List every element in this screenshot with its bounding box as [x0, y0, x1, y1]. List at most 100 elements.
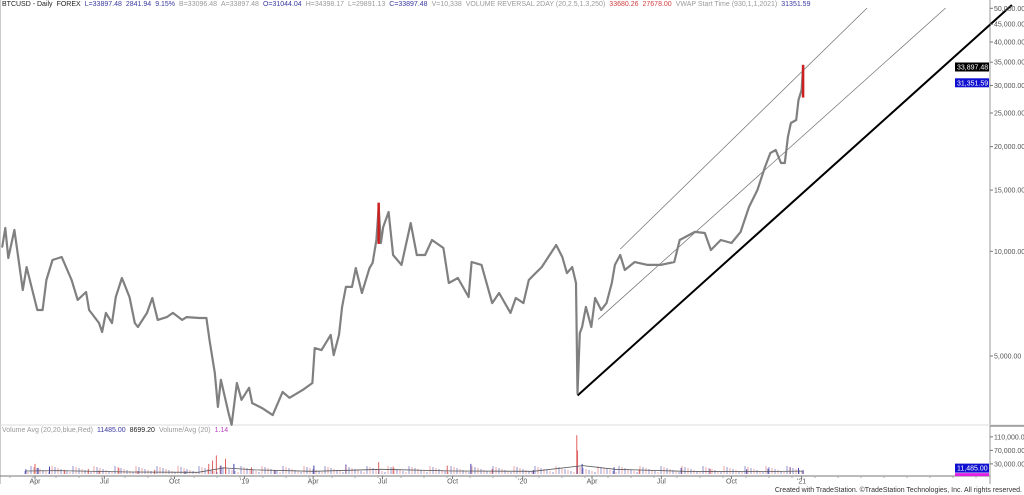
price-point — [774, 149, 777, 151]
trendline-support[interactable] — [576, 4, 1013, 397]
price-point — [565, 272, 568, 274]
indicator-volume-reversal[interactable]: VOLUME REVERSAL 2DAY (20,2.5,1.3,250) — [465, 1, 606, 8]
price-tick-label: 30,000.00 — [994, 83, 1024, 90]
last-volume-tag: 11,485.00 — [957, 466, 988, 473]
price-point — [70, 279, 73, 281]
volume-value: 11485.00 — [96, 427, 126, 434]
trendline-channel-middle[interactable] — [597, 7, 946, 320]
price-point — [659, 264, 662, 266]
price-point — [646, 264, 649, 266]
price-point — [375, 239, 378, 241]
net-change: 2841.94 — [125, 1, 152, 8]
trendline-channel-upper[interactable] — [619, 7, 868, 250]
price-point — [786, 136, 789, 138]
price-point — [371, 262, 374, 264]
price-point — [311, 382, 314, 384]
price-point — [240, 398, 243, 401]
price-point — [281, 391, 284, 393]
price-point — [797, 99, 800, 101]
price-point — [21, 289, 24, 291]
price-point — [783, 162, 786, 164]
time-tick-label: Apr — [587, 479, 599, 486]
price-point — [514, 297, 517, 299]
price-point — [409, 222, 412, 224]
price-point — [790, 122, 792, 124]
price-tick-label: 35,000.00 — [994, 60, 1024, 67]
price-point — [392, 254, 395, 256]
time-tick-label: '21 — [797, 479, 806, 486]
price-point — [470, 261, 473, 263]
time-tick-label: Apr — [30, 479, 42, 486]
price-point — [431, 239, 433, 241]
price-point — [329, 333, 332, 336]
price-point — [709, 249, 712, 251]
high: H=34398.17 — [305, 1, 345, 8]
price-point — [360, 292, 363, 294]
price-point — [400, 264, 403, 266]
bid: B=33096.48 — [179, 1, 217, 8]
time-tick-label: Oct — [447, 479, 458, 486]
price-tick-label: 15,000.00 — [994, 188, 1024, 195]
price-point — [25, 266, 28, 268]
time-tick-label: Apr — [308, 479, 320, 486]
price-point — [555, 244, 558, 246]
volume-average-line — [25, 465, 804, 473]
price-point — [673, 261, 676, 263]
price-point — [351, 286, 353, 288]
price-point — [338, 333, 340, 336]
symbol-title[interactable]: BTCUSD - Daily — [2, 1, 53, 8]
price-point — [387, 211, 390, 213]
ask: A=33897.48 — [221, 1, 259, 8]
price-point — [498, 292, 500, 294]
price-point — [380, 242, 382, 244]
price-point — [1, 246, 4, 248]
price-point — [213, 372, 216, 374]
price-point — [45, 279, 48, 281]
close: C=33897.48 — [389, 1, 428, 8]
price-point — [424, 254, 427, 256]
vwap-value: 31351.59 — [781, 1, 811, 8]
price-point — [151, 297, 154, 299]
volume-avg-tag — [955, 473, 989, 477]
price-point — [576, 392, 579, 395]
price-point — [354, 267, 357, 269]
price-series-line — [1, 66, 805, 426]
price-point — [185, 316, 188, 318]
volume-avg-value: 8699.20 — [129, 427, 155, 434]
price-point — [128, 296, 131, 298]
price-point — [590, 326, 593, 328]
price-point — [236, 382, 238, 384]
pct-change: 9.15% — [155, 1, 176, 8]
price-point — [748, 206, 750, 208]
credit-text: Created with TradeStation. ©TradeStation… — [774, 487, 1022, 494]
price-tick-label: 45,000.00 — [994, 22, 1024, 29]
volume: V=10,338 — [431, 1, 462, 8]
indicator-value-1: 33680.26 — [609, 1, 639, 8]
price-point — [165, 316, 168, 318]
price-point — [251, 402, 254, 405]
price-point — [457, 277, 459, 279]
time-tick-label: Jul — [657, 479, 666, 486]
price-tick-label: 40,000.00 — [994, 40, 1024, 47]
price-tick-label: 50,000.00 — [994, 6, 1024, 13]
price-point — [227, 412, 230, 414]
price-point — [756, 189, 759, 191]
open: O=31044.04 — [262, 1, 302, 8]
volume-indicator-name[interactable]: Volume Avg (20,20,blue,Red) — [2, 427, 93, 434]
price-point — [172, 312, 174, 314]
price-point — [114, 296, 117, 298]
price-point — [693, 231, 696, 233]
chart-header: BTCUSD - Daily FOREX L=33897.48 2841.94 9.15… — [2, 1, 814, 9]
price-point — [344, 286, 347, 288]
price-point — [301, 389, 304, 391]
price-point — [133, 322, 136, 324]
price-point — [522, 302, 525, 304]
indicator-vwap[interactable]: VWAP Start Time (930,1,1,2021) — [675, 1, 778, 8]
price-point — [98, 322, 100, 324]
price-point — [594, 297, 596, 299]
price-point — [795, 119, 798, 121]
price-tick-label: 5,000.00 — [994, 354, 1021, 361]
volume-ratio-name[interactable]: Volume/Avg (20) — [158, 427, 211, 434]
price-point — [120, 277, 123, 279]
